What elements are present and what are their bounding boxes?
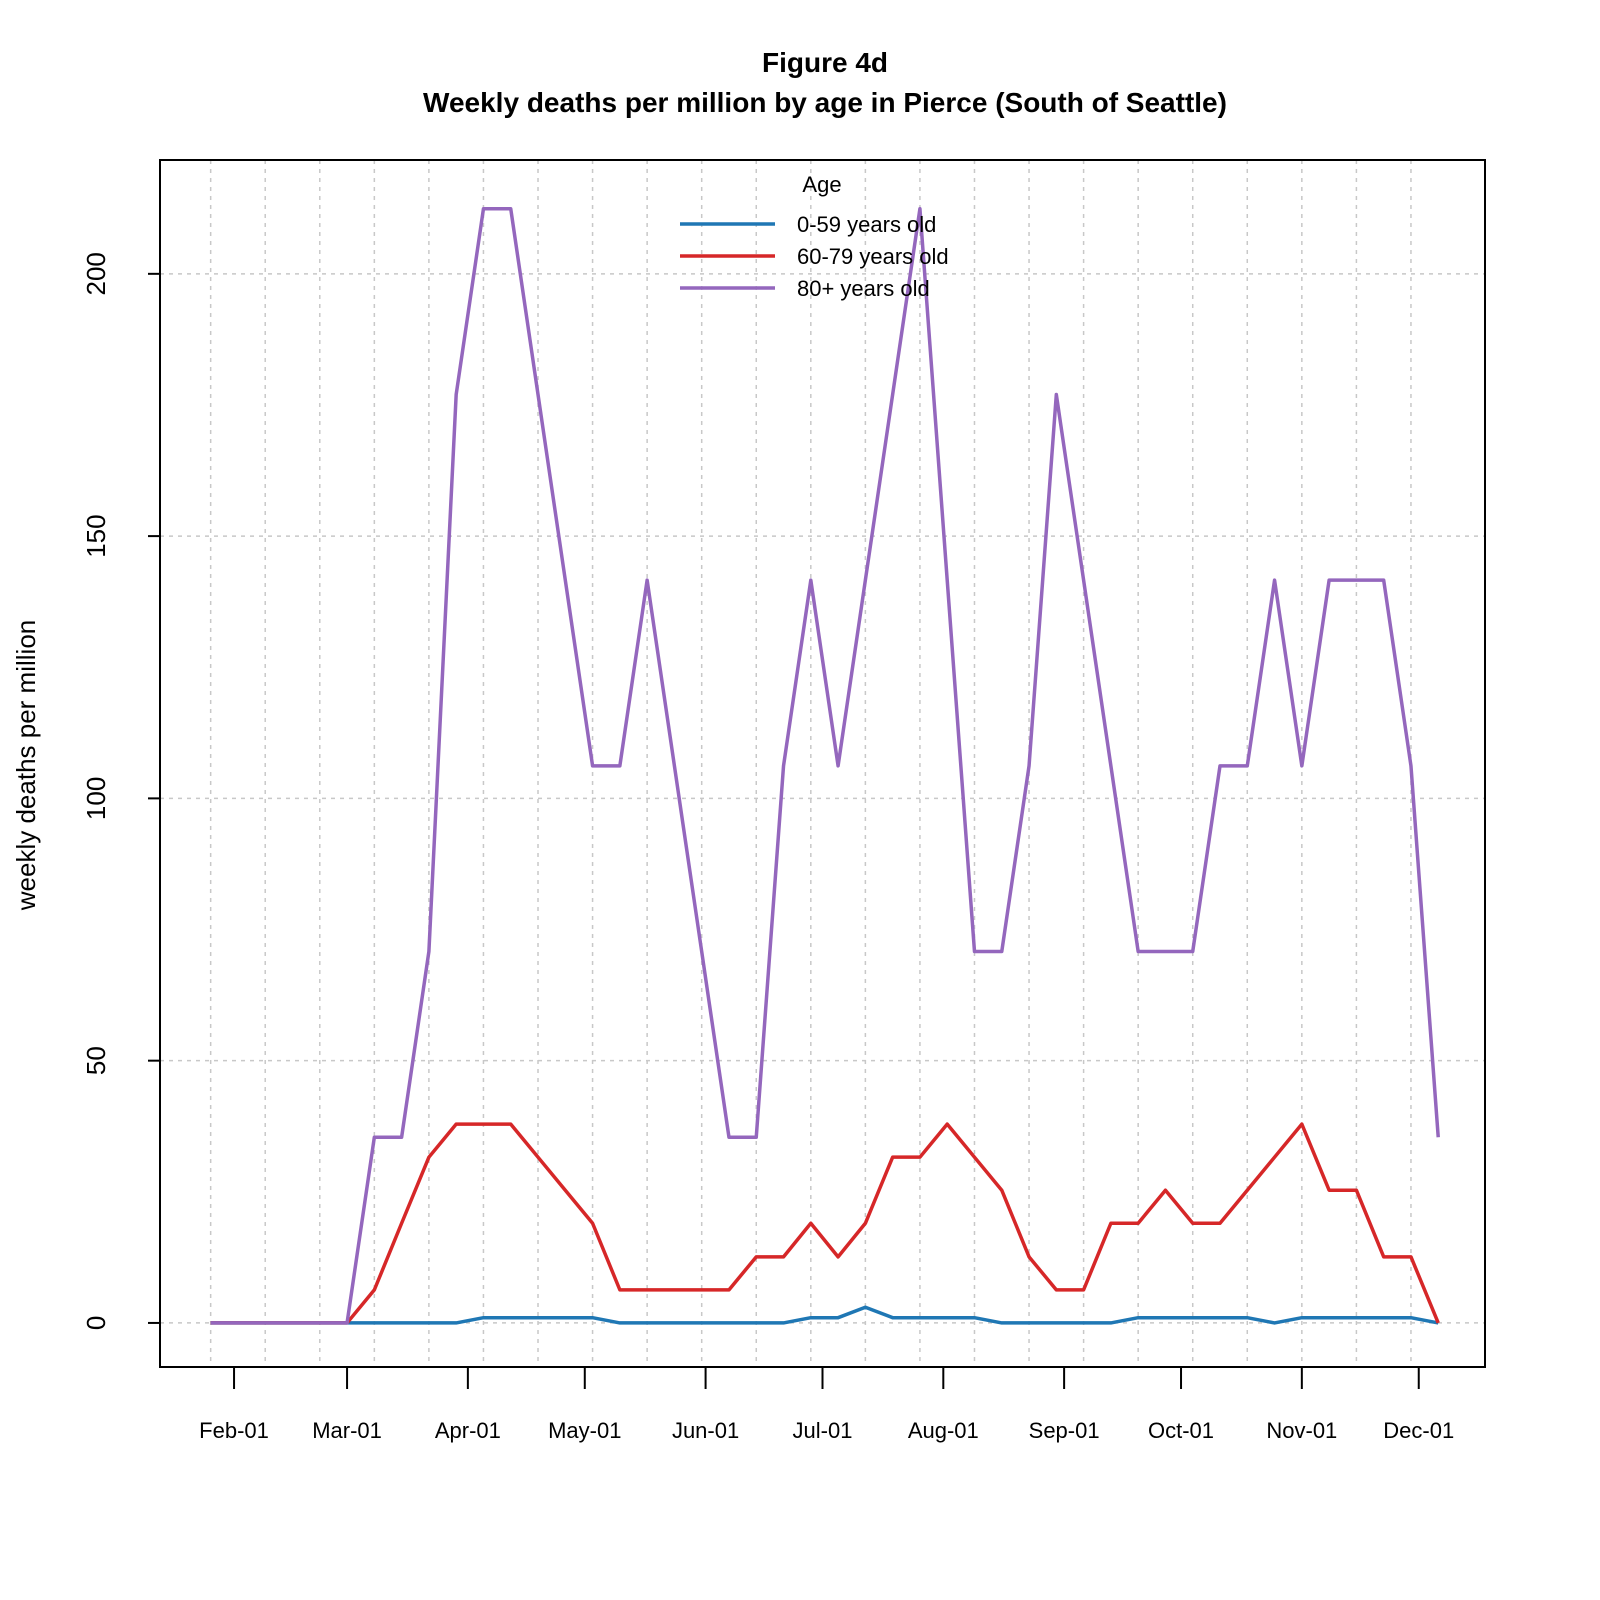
- legend-label: 60-79 years old: [797, 244, 949, 269]
- y-tick-label: 0: [81, 1316, 111, 1330]
- x-tick-label: May-01: [548, 1418, 621, 1443]
- y-tick-label: 150: [81, 514, 111, 557]
- x-tick-label: Jul-01: [793, 1418, 853, 1443]
- x-tick-label: Apr-01: [435, 1418, 501, 1443]
- chart-subtitle: Weekly deaths per million by age in Pier…: [423, 87, 1227, 118]
- x-tick-label: Jun-01: [672, 1418, 739, 1443]
- grid: [160, 160, 1485, 1367]
- legend-label: 0-59 years old: [797, 212, 936, 237]
- x-tick-label: Mar-01: [312, 1418, 382, 1443]
- lines: [210, 207, 1440, 1325]
- legend: Age 0-59 years old 60-79 years old 80+ year…: [680, 172, 949, 301]
- x-tick-label: Dec-01: [1383, 1418, 1454, 1443]
- x-tick-label: Aug-01: [908, 1418, 979, 1443]
- legend-label: 80+ years old: [797, 276, 930, 301]
- series-line: [210, 1122, 1440, 1325]
- x-tick-label: Feb-01: [199, 1418, 269, 1443]
- x-tick-label: Oct-01: [1148, 1418, 1214, 1443]
- axes: 0 50 100 150 200 Feb-01 Mar-01 Apr-01 May-01 Jun-…: [81, 252, 1454, 1443]
- x-tick-label: Nov-01: [1266, 1418, 1337, 1443]
- series-line: [210, 207, 1440, 1325]
- series-line: [210, 1305, 1439, 1325]
- x-tick-label: Sep-01: [1029, 1418, 1100, 1443]
- y-tick-label: 50: [81, 1046, 111, 1075]
- chart-title: Figure 4d: [762, 47, 888, 78]
- y-tick-label: 100: [81, 777, 111, 820]
- y-tick-label: 200: [81, 252, 111, 295]
- y-axis-label: weekly deaths per million: [11, 620, 41, 911]
- legend-title: Age: [802, 172, 841, 197]
- plot-frame: [159, 159, 1486, 1368]
